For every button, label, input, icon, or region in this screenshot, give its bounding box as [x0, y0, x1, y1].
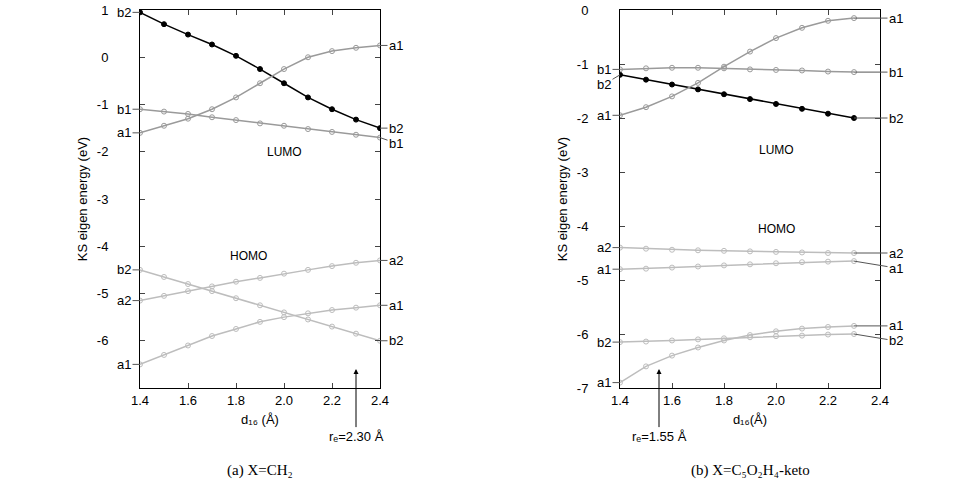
svg-text:-4: -4: [577, 219, 589, 234]
svg-text:rₑ=2.30 Å: rₑ=2.30 Å: [329, 429, 384, 444]
svg-text:b2: b2: [889, 333, 903, 348]
svg-text:b2: b2: [889, 111, 903, 126]
svg-text:a2: a2: [597, 240, 611, 255]
svg-text:2.0: 2.0: [275, 393, 293, 408]
svg-text:LUMO: LUMO: [267, 145, 302, 159]
svg-text:KS eigen energy (eV): KS eigen energy (eV): [555, 137, 570, 261]
svg-text:LUMO: LUMO: [759, 143, 794, 157]
svg-text:2.2: 2.2: [323, 393, 341, 408]
svg-text:a1: a1: [117, 125, 131, 140]
svg-text:-3: -3: [577, 165, 589, 180]
svg-text:HOMO: HOMO: [758, 222, 795, 236]
svg-text:-5: -5: [97, 286, 109, 301]
svg-text:a2: a2: [117, 293, 131, 308]
svg-text:a1: a1: [889, 261, 903, 276]
svg-text:0: 0: [101, 50, 108, 65]
svg-text:-3: -3: [97, 192, 109, 207]
svg-text:(b) X=C₅O₂H₄-keto: (b) X=C₅O₂H₄-keto: [691, 462, 810, 479]
svg-text:a1: a1: [597, 108, 611, 123]
svg-text:a2: a2: [389, 253, 403, 268]
svg-text:a1: a1: [889, 11, 903, 26]
svg-text:2.4: 2.4: [371, 393, 389, 408]
svg-text:KS eigen energy (eV): KS eigen energy (eV): [75, 137, 90, 261]
svg-text:-2: -2: [97, 144, 109, 159]
svg-text:a1: a1: [389, 298, 403, 313]
svg-text:a1: a1: [389, 38, 403, 53]
svg-text:a1: a1: [597, 375, 611, 390]
svg-text:a1: a1: [597, 262, 611, 277]
svg-text:-6: -6: [577, 327, 589, 342]
svg-text:1.4: 1.4: [131, 393, 149, 408]
svg-text:1.8: 1.8: [715, 393, 733, 408]
svg-text:b2: b2: [597, 335, 611, 350]
svg-text:a1: a1: [117, 357, 131, 372]
svg-text:HOMO: HOMO: [230, 249, 267, 263]
svg-text:-4: -4: [97, 239, 109, 254]
svg-text:rₑ=1.55 Å: rₑ=1.55 Å: [632, 429, 687, 444]
svg-text:1.6: 1.6: [179, 393, 197, 408]
svg-text:b1: b1: [889, 65, 903, 80]
svg-text:b2: b2: [597, 77, 611, 92]
svg-text:d₁₆(Å): d₁₆(Å): [733, 412, 767, 427]
svg-text:1.6: 1.6: [663, 393, 681, 408]
svg-text:1.8: 1.8: [227, 393, 245, 408]
svg-text:-1: -1: [577, 57, 589, 72]
svg-text:(a) X=CH₂: (a) X=CH₂: [227, 462, 293, 479]
svg-text:b1: b1: [117, 102, 131, 117]
svg-text:b2: b2: [117, 262, 131, 277]
svg-text:1: 1: [101, 3, 108, 18]
svg-text:2.0: 2.0: [767, 393, 785, 408]
svg-text:1.4: 1.4: [611, 393, 629, 408]
svg-text:d₁₆ (Å): d₁₆ (Å): [241, 412, 279, 427]
svg-text:2.4: 2.4: [871, 393, 889, 408]
svg-text:0: 0: [581, 3, 588, 18]
svg-text:a2: a2: [889, 246, 903, 261]
svg-text:b2: b2: [389, 121, 403, 136]
svg-text:-2: -2: [577, 111, 589, 126]
svg-text:-1: -1: [97, 97, 109, 112]
svg-text:b2: b2: [389, 333, 403, 348]
svg-text:-7: -7: [577, 381, 589, 396]
svg-text:b1: b1: [389, 136, 403, 151]
svg-text:-6: -6: [97, 333, 109, 348]
svg-text:2.2: 2.2: [819, 393, 837, 408]
svg-text:-5: -5: [577, 273, 589, 288]
svg-text:b2: b2: [117, 5, 131, 20]
svg-text:b1: b1: [597, 62, 611, 77]
svg-text:a1: a1: [889, 318, 903, 333]
